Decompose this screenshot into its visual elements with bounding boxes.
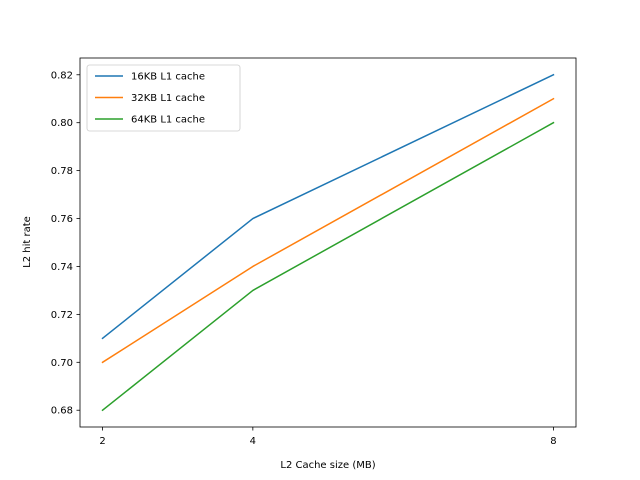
series-line-2 [101,97,555,364]
x-axis-label: L2 Cache size (MB) [280,460,375,471]
y-tick-label: 0.72 [51,310,73,321]
y-tick-label: 0.76 [51,214,73,225]
legend-box [86,64,241,132]
y-tick-label: 0.78 [51,166,73,177]
legend-entry-1: 16KB L1 cache [131,72,205,83]
legend: 16KB L1 cache 32KB L1 cache 64KB L1 cache [86,64,241,132]
y-tick-label: 0.82 [51,70,73,81]
legend-entry-2: 32KB L1 cache [131,93,205,104]
series-lines [101,73,555,412]
axes [79,57,577,428]
legend-entry-3: 64KB L1 cache [131,115,205,126]
y-tick-label: 0.74 [51,262,73,273]
series-line-1 [101,73,555,340]
series-line-3 [101,121,555,412]
y-tick-label: 0.70 [51,358,73,369]
y-axis-label: L2 hit rate [22,216,33,268]
y-tick-label: 0.80 [51,118,73,129]
x-tick-label: 4 [250,436,256,447]
ticks: 2 4 8 0.68 0.70 0.72 0.74 0.76 0.78 0.80 0.82 [51,70,557,447]
x-tick-label: 2 [99,436,105,447]
x-tick-label: 8 [550,436,556,447]
axes-frame [79,57,577,428]
y-tick-label: 0.68 [51,406,73,417]
